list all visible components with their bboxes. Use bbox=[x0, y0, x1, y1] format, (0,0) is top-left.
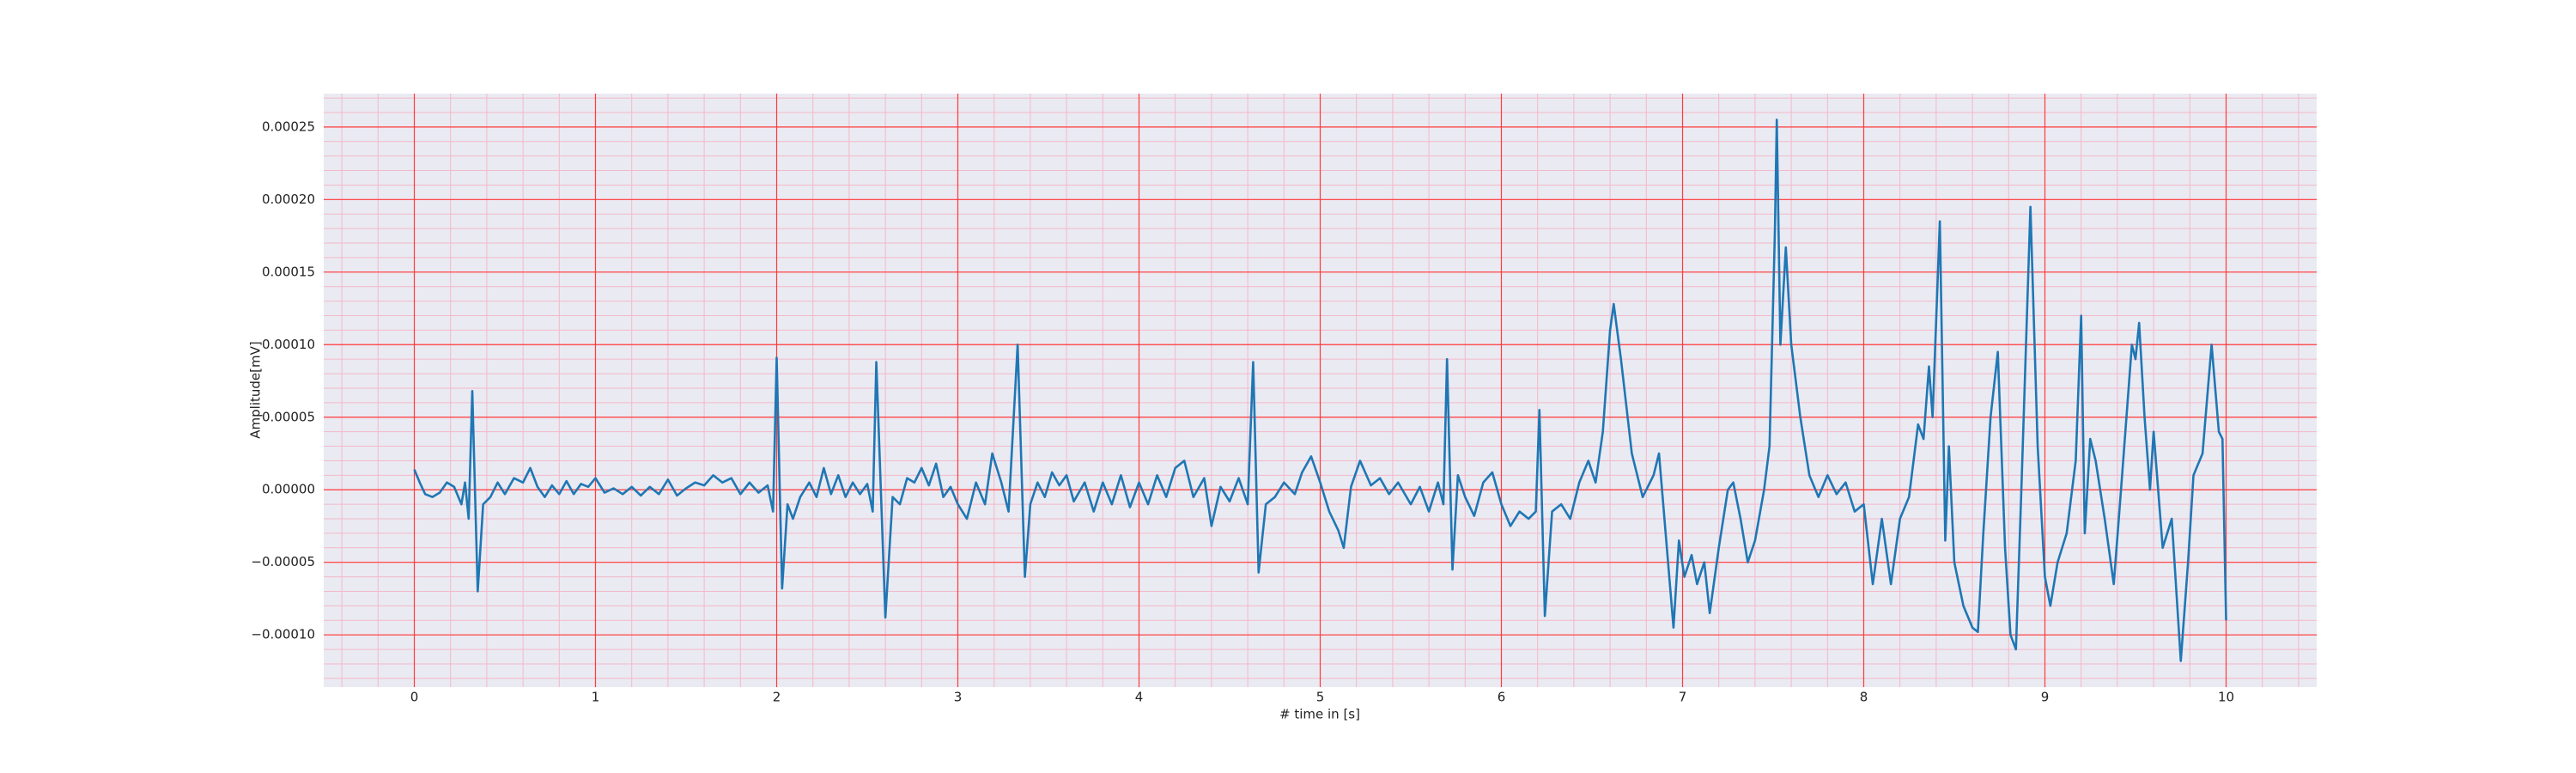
x-tick-label: 4 bbox=[1135, 690, 1144, 705]
x-tick-label: 7 bbox=[1679, 690, 1687, 705]
x-tick-label: 9 bbox=[2041, 690, 2050, 705]
x-tick-label: 10 bbox=[2218, 690, 2234, 705]
y-tick-label: 0.00000 bbox=[262, 482, 315, 497]
y-axis-label: Amplitude[mV] bbox=[248, 341, 264, 438]
x-tick-label: 5 bbox=[1316, 690, 1325, 705]
y-tick-label: 0.00025 bbox=[262, 119, 315, 134]
y-tick-label: 0.00020 bbox=[262, 192, 315, 207]
x-tick-label: 2 bbox=[773, 690, 781, 705]
y-tick-label: 0.00005 bbox=[262, 409, 315, 424]
x-axis-label: # time in [s] bbox=[1279, 707, 1360, 722]
x-tick-label: 1 bbox=[592, 690, 600, 705]
x-tick-label: 0 bbox=[410, 690, 419, 705]
x-tick-label: 8 bbox=[1860, 690, 1868, 705]
signal-line bbox=[413, 119, 2227, 662]
y-tick-label: 0.00010 bbox=[262, 337, 315, 352]
y-tick-label: 0.00015 bbox=[262, 264, 315, 279]
x-tick-label: 3 bbox=[954, 690, 963, 705]
x-tick-label: 6 bbox=[1498, 690, 1506, 705]
y-tick-label: −0.00005 bbox=[251, 554, 315, 569]
y-tick-label: −0.00010 bbox=[251, 627, 315, 642]
